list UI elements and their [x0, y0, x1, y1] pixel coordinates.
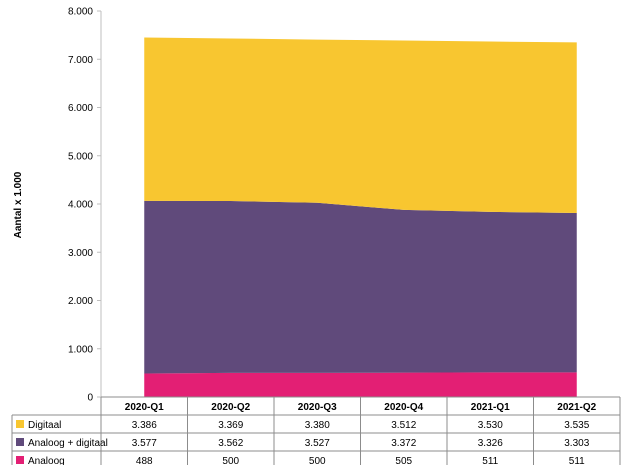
area-digitaal — [144, 37, 577, 213]
data-label: 3.386 — [132, 420, 157, 431]
legend-swatch — [16, 420, 24, 428]
legend-label: Analoog — [28, 456, 65, 465]
legend-swatch — [16, 438, 24, 446]
x-tick-label: 2020-Q4 — [384, 402, 423, 413]
y-tick-label: 4.000 — [68, 200, 93, 211]
y-axis-label: Aantal x 1.000 — [13, 171, 24, 238]
data-label: 3.512 — [391, 420, 416, 431]
y-tick-label: 5.000 — [68, 151, 93, 162]
data-label: 3.303 — [564, 438, 589, 449]
y-tick-label: 8.000 — [68, 7, 93, 18]
x-tick-label: 2021-Q2 — [557, 402, 596, 413]
y-tick-label: 0 — [87, 393, 93, 404]
y-tick-label: 2.000 — [68, 296, 93, 307]
y-axis: 0 1.000 2.000 3.000 4.000 5.000 6.000 7.000 8.00… — [68, 7, 102, 404]
data-label: 3.527 — [305, 438, 330, 449]
x-tick-label: 2021-Q1 — [471, 402, 510, 413]
data-label: 3.372 — [391, 438, 416, 449]
y-tick-label: 1.000 — [68, 344, 93, 355]
data-label: 511 — [482, 456, 498, 465]
data-label: 500 — [222, 456, 239, 465]
data-table: 2020-Q1 2020-Q2 2020-Q3 2020-Q4 2021-Q1 2021-… — [11, 396, 621, 465]
area-analoog-digitaal — [144, 200, 577, 374]
legend-swatch — [16, 456, 24, 464]
y-tick-label: 6.000 — [68, 103, 93, 114]
x-tick-label: 2020-Q2 — [211, 402, 250, 413]
x-tick-label: 2020-Q1 — [125, 402, 164, 413]
plot-area — [144, 37, 577, 397]
data-label: 3.380 — [305, 420, 330, 431]
legend-label: Digitaal — [28, 420, 61, 431]
x-tick-label: 2020-Q3 — [298, 402, 337, 413]
y-tick-label: 3.000 — [68, 248, 93, 259]
table-row: Analoog 488 500 500 505 511 511 — [16, 456, 585, 465]
y-tick-label: 7.000 — [68, 55, 93, 66]
data-label: 3.562 — [218, 438, 243, 449]
legend-label: Analoog + digitaal — [28, 438, 108, 449]
data-label: 3.535 — [564, 420, 589, 431]
table-row: Digitaal 3.386 3.369 3.380 3.512 3.530 3.535 — [16, 420, 590, 431]
data-label: 505 — [395, 456, 412, 465]
area-analoog — [144, 372, 577, 397]
data-label: 3.326 — [478, 438, 503, 449]
data-label: 3.369 — [218, 420, 243, 431]
data-label: 511 — [569, 456, 585, 465]
table-row: Analoog + digitaal 3.577 3.562 3.527 3.372 3.… — [16, 438, 590, 449]
data-label: 500 — [309, 456, 326, 465]
data-label: 488 — [136, 456, 153, 465]
data-label: 3.577 — [132, 438, 157, 449]
data-label: 3.530 — [478, 420, 503, 431]
